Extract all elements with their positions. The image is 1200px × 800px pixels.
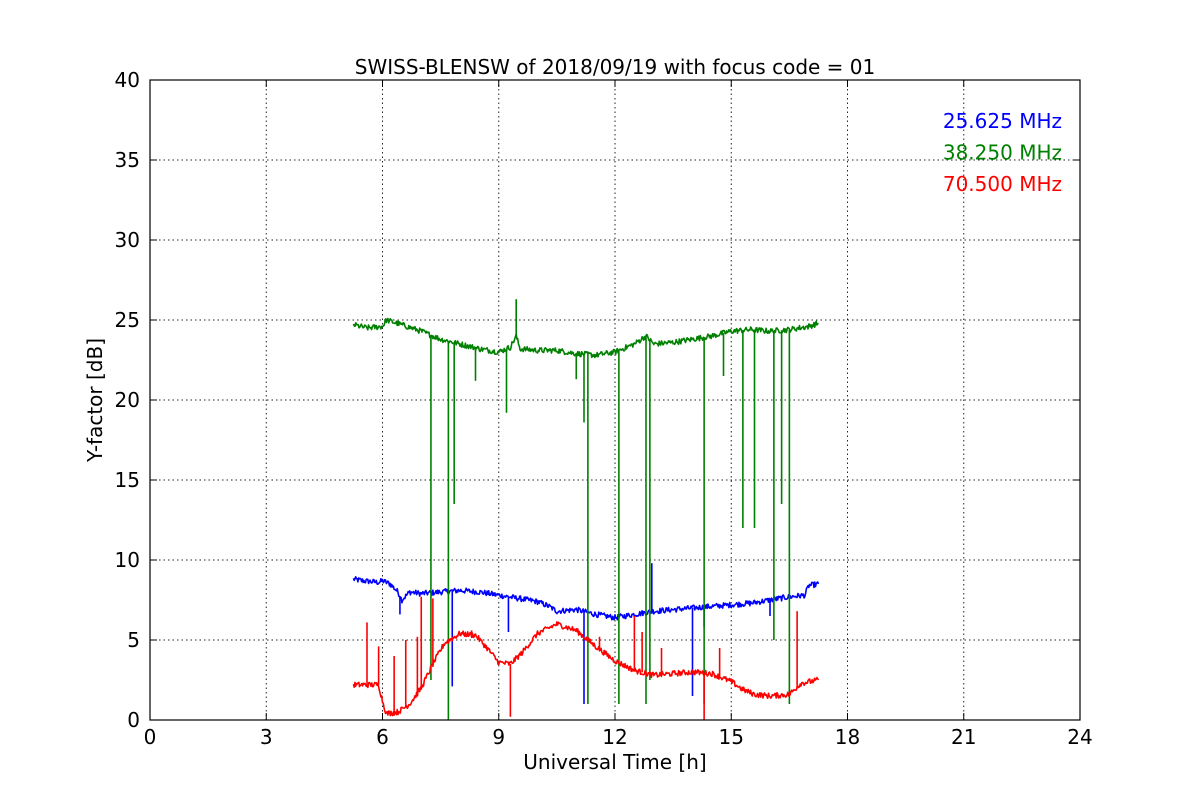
axis-ticks [149, 79, 1081, 721]
y-tick-label: 25 [115, 308, 140, 332]
legend-entry: 38.250 MHz [943, 141, 1062, 165]
y-tick-label: 15 [115, 468, 140, 492]
x-tick-label: 0 [144, 725, 157, 749]
y-tick-label: 20 [115, 388, 140, 412]
y-tick-label: 0 [127, 708, 140, 732]
legend: 25.625 MHz 38.250 MHz 70.500 MHz [943, 109, 1062, 196]
plot-series [352, 299, 820, 720]
y-tick-labels: 0 5 10 15 20 25 30 35 40 [115, 68, 140, 732]
x-tick-label: 18 [835, 725, 860, 749]
chart-title: SWISS-BLENSW of 2018/09/19 with focus co… [355, 55, 876, 79]
x-tick-labels: 0 3 6 9 12 15 18 21 24 [144, 725, 1093, 749]
y-tick-label: 40 [115, 68, 140, 92]
legend-entry: 70.500 MHz [943, 172, 1062, 196]
x-axis-label: Universal Time [h] [523, 750, 706, 774]
x-tick-label: 24 [1067, 725, 1092, 749]
y-tick-label: 10 [115, 548, 140, 572]
y-axis-label: Y-factor [dB] [83, 338, 107, 463]
legend-entry: 25.625 MHz [943, 109, 1062, 133]
x-tick-label: 21 [951, 725, 976, 749]
y-tick-label: 5 [127, 628, 140, 652]
x-tick-label: 6 [376, 725, 389, 749]
x-tick-label: 15 [719, 725, 744, 749]
x-tick-label: 12 [602, 725, 627, 749]
x-tick-label: 3 [260, 725, 273, 749]
y-tick-label: 30 [115, 228, 140, 252]
x-tick-label: 9 [492, 725, 505, 749]
series-line [352, 621, 820, 717]
y-tick-label: 35 [115, 148, 140, 172]
